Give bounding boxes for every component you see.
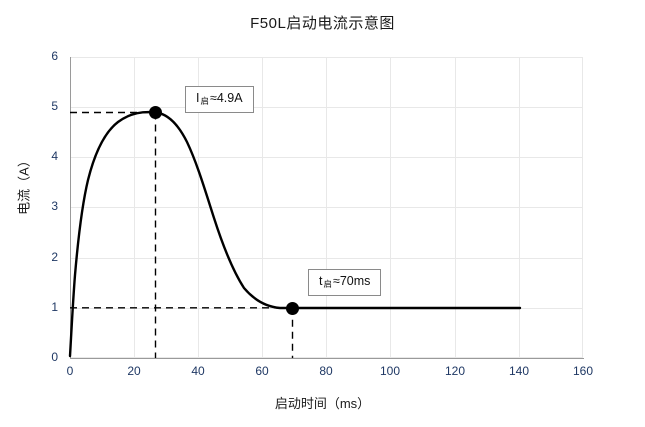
gridline-horizontal [70, 57, 583, 58]
x-tick-label: 120 [444, 364, 466, 378]
gridline-horizontal [70, 107, 583, 108]
x-tick-label: 40 [191, 364, 205, 378]
annotation-suffix: ≈70ms [333, 274, 371, 288]
x-tick-label: 80 [319, 364, 333, 378]
y-tick-label: 4 [51, 149, 58, 163]
x-axis-line [70, 358, 584, 359]
peak-current-annotation: I启≈4.9A [185, 86, 254, 113]
y-tick-label: 0 [51, 350, 58, 364]
x-tick-label: 20 [127, 364, 141, 378]
gridline-horizontal [70, 357, 583, 358]
gridline-horizontal [70, 157, 583, 158]
x-tick-label: 160 [572, 364, 594, 378]
y-tick-label: 5 [51, 99, 58, 113]
annotation-prefix: t [319, 274, 323, 288]
peak-marker [148, 105, 162, 119]
chart-title: F50L启动电流示意图 [250, 15, 395, 32]
y-axis-line [70, 57, 71, 359]
x-tick-label: 60 [255, 364, 269, 378]
gridline-horizontal [70, 258, 583, 259]
plot-area [70, 57, 583, 358]
y-tick-label: 6 [51, 49, 58, 63]
annotation-suffix: ≈4.9A [210, 91, 243, 105]
settle-marker [285, 301, 299, 315]
x-tick-label: 0 [66, 364, 74, 378]
annotation-subscript: 启 [200, 96, 209, 106]
y-tick-label: 3 [51, 199, 58, 213]
y-axis-label: 电流（A） [16, 154, 32, 215]
gridline-horizontal [70, 207, 583, 208]
x-axis-label: 启动时间（ms） [274, 396, 371, 411]
gridline-horizontal [70, 308, 583, 309]
x-tick-label: 140 [508, 364, 530, 378]
y-tick-label: 1 [51, 300, 58, 314]
start-time-annotation: t启≈70ms [308, 269, 382, 296]
annotation-prefix: I [196, 91, 200, 105]
annotation-subscript: 启 [323, 279, 332, 289]
x-tick-label: 100 [379, 364, 401, 378]
y-tick-label: 2 [51, 250, 58, 264]
